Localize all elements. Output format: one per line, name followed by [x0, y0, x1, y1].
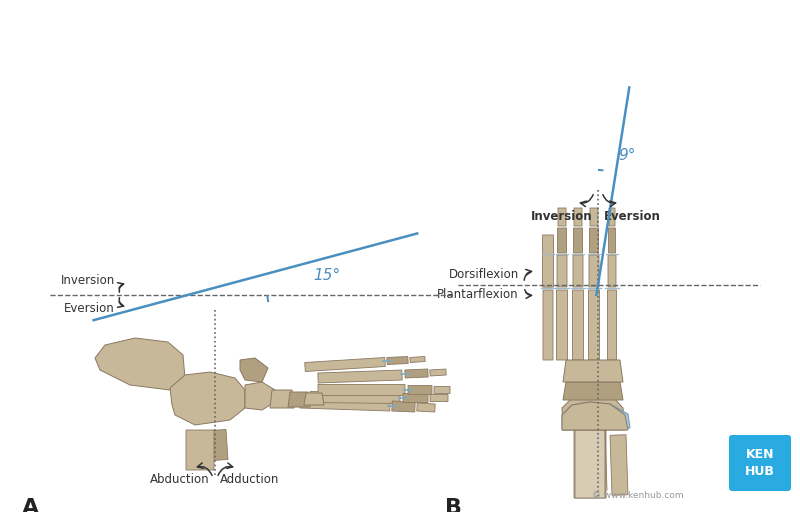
Polygon shape: [170, 372, 245, 425]
FancyBboxPatch shape: [318, 370, 402, 383]
FancyBboxPatch shape: [589, 255, 599, 287]
FancyBboxPatch shape: [417, 403, 435, 412]
Polygon shape: [288, 392, 310, 407]
FancyBboxPatch shape: [574, 430, 606, 498]
Polygon shape: [562, 396, 625, 430]
FancyBboxPatch shape: [430, 395, 448, 401]
FancyBboxPatch shape: [300, 396, 390, 411]
FancyBboxPatch shape: [392, 401, 415, 412]
Polygon shape: [562, 402, 628, 430]
FancyBboxPatch shape: [387, 356, 408, 365]
Text: Adduction: Adduction: [220, 473, 279, 486]
Text: Dorsiflexion: Dorsiflexion: [449, 268, 519, 282]
Polygon shape: [562, 402, 630, 430]
FancyBboxPatch shape: [609, 208, 615, 226]
FancyBboxPatch shape: [543, 290, 553, 360]
Polygon shape: [270, 390, 294, 408]
Text: © www.kenhub.com: © www.kenhub.com: [592, 490, 684, 500]
FancyBboxPatch shape: [542, 235, 554, 287]
FancyBboxPatch shape: [557, 290, 567, 360]
Text: Eversion: Eversion: [64, 303, 115, 315]
FancyBboxPatch shape: [310, 392, 400, 403]
Text: A: A: [22, 498, 39, 512]
FancyBboxPatch shape: [186, 430, 214, 470]
FancyBboxPatch shape: [543, 255, 553, 287]
FancyBboxPatch shape: [558, 228, 566, 253]
FancyBboxPatch shape: [573, 255, 583, 287]
Text: Eversion: Eversion: [604, 210, 661, 223]
FancyBboxPatch shape: [405, 369, 428, 378]
FancyBboxPatch shape: [573, 290, 583, 360]
Text: 15°: 15°: [313, 267, 340, 283]
FancyBboxPatch shape: [305, 357, 386, 372]
Polygon shape: [240, 358, 268, 382]
FancyBboxPatch shape: [557, 255, 567, 287]
Text: Inversion: Inversion: [530, 210, 592, 223]
FancyBboxPatch shape: [430, 369, 446, 376]
Text: KEN
HUB: KEN HUB: [745, 448, 775, 478]
FancyBboxPatch shape: [590, 228, 598, 253]
FancyBboxPatch shape: [610, 435, 628, 495]
Text: 9°: 9°: [618, 147, 635, 162]
FancyBboxPatch shape: [590, 208, 598, 226]
Polygon shape: [245, 382, 275, 410]
FancyBboxPatch shape: [608, 255, 616, 287]
Polygon shape: [304, 393, 324, 405]
FancyBboxPatch shape: [729, 435, 791, 491]
FancyBboxPatch shape: [403, 394, 428, 402]
Polygon shape: [563, 360, 623, 382]
FancyBboxPatch shape: [575, 430, 605, 498]
FancyBboxPatch shape: [318, 385, 405, 395]
Text: Plantarflexion: Plantarflexion: [438, 288, 519, 302]
Text: Inversion: Inversion: [61, 274, 115, 288]
Text: B: B: [445, 498, 462, 512]
FancyBboxPatch shape: [607, 290, 617, 360]
FancyBboxPatch shape: [410, 356, 425, 362]
FancyBboxPatch shape: [558, 208, 566, 226]
FancyBboxPatch shape: [574, 208, 582, 226]
FancyBboxPatch shape: [434, 387, 450, 394]
Polygon shape: [563, 382, 623, 400]
FancyBboxPatch shape: [210, 430, 228, 460]
FancyBboxPatch shape: [609, 228, 615, 253]
FancyBboxPatch shape: [589, 290, 599, 360]
Polygon shape: [95, 338, 185, 390]
FancyBboxPatch shape: [408, 386, 432, 395]
FancyBboxPatch shape: [574, 228, 582, 253]
Text: Abduction: Abduction: [150, 473, 210, 486]
